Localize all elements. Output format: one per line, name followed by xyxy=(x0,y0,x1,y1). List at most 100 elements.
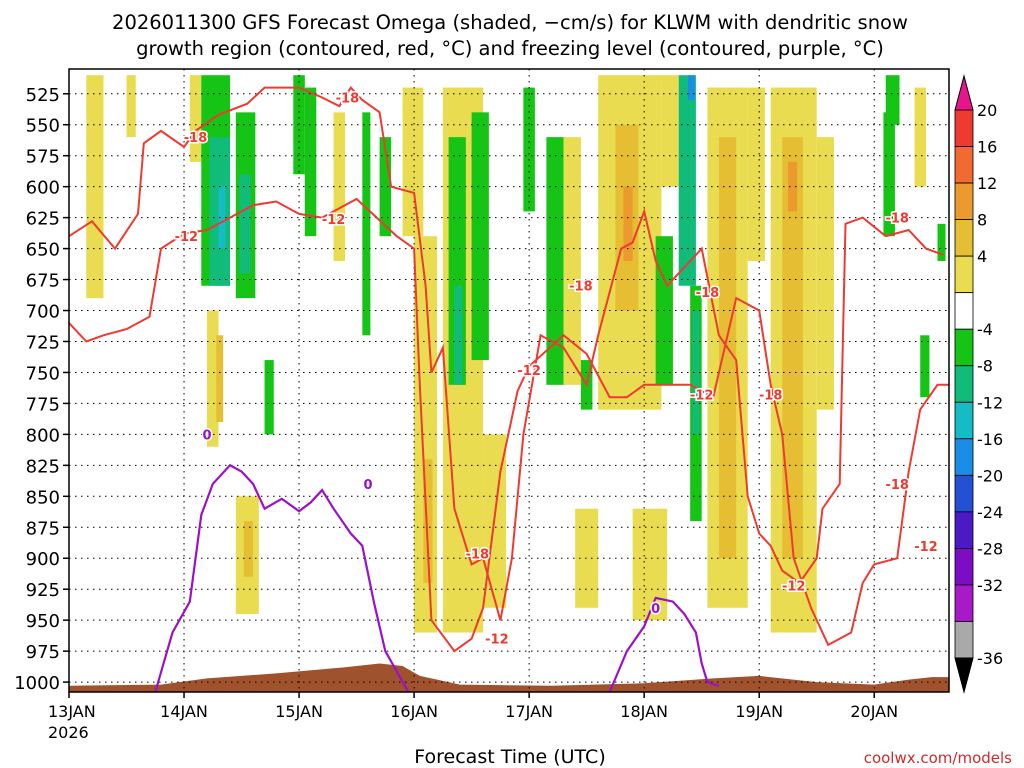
x-axis: 13JAN 14JAN 15JAN 16JAN 17JAN 18JAN 19JAN 20JAN xyxy=(48,692,898,721)
x-tick-label-16JAN: 16JAN xyxy=(390,702,438,721)
dendritic-contour--18 xyxy=(68,85,944,621)
x-tick-label-13JAN: 13JAN xyxy=(48,702,96,721)
omega-shade-17 xyxy=(379,137,392,237)
contour-label-0: -18 xyxy=(336,91,360,106)
colorbar-bin-12 xyxy=(954,548,974,586)
y-tick-label-725: 725 xyxy=(26,332,60,353)
colorbar-label-7: -12 xyxy=(977,393,1003,412)
colorbar-top-triangle xyxy=(954,74,974,111)
terrain-surface xyxy=(69,663,949,692)
contour-label-13: -18 xyxy=(885,478,909,493)
omega-shade-18 xyxy=(402,87,424,237)
contour-label-10: -12 xyxy=(485,633,509,648)
y-tick-label-775: 775 xyxy=(26,394,60,415)
y-tick-label-850: 850 xyxy=(26,487,60,508)
colorbar-label-4: 4 xyxy=(977,247,987,266)
contour-label-8: -18 xyxy=(759,389,783,404)
contour-label-4: -18 xyxy=(569,280,593,295)
plot-area: -18 -18 -12 -12 -18 -18 -12 -12 -18 -18 -12 -12 -18 -… xyxy=(68,68,950,693)
omega-shade-7 xyxy=(239,174,251,274)
contour-label-5: -18 xyxy=(696,286,720,301)
omega-shade-13 xyxy=(293,75,305,175)
omega-shade-14 xyxy=(304,87,317,237)
colorbar-bin-10 xyxy=(954,474,974,513)
omega-shade-1 xyxy=(126,75,136,138)
colorbar-label-10: -24 xyxy=(977,503,1003,522)
omega-shade-9 xyxy=(216,335,224,422)
colorbar-bin-3 xyxy=(954,219,974,257)
colorbar-bin-2 xyxy=(954,182,974,220)
contour-lines xyxy=(68,85,949,693)
contour-label-9: -18 xyxy=(466,547,490,562)
y-tick-label-700: 700 xyxy=(26,302,60,323)
x-tick-label-15JAN: 15JAN xyxy=(275,702,323,721)
y-tick-label-1000: 1000 xyxy=(14,673,60,694)
credit-text: coolwx.com/models xyxy=(864,749,1012,767)
omega-shade-45 xyxy=(782,137,803,559)
x-tick-label-14JAN: 14JAN xyxy=(160,702,208,721)
y-tick-label-925: 925 xyxy=(26,580,60,601)
colorbar-bin-9 xyxy=(954,438,974,476)
colorbar-bin-11 xyxy=(954,511,974,549)
contour-label-2: -12 xyxy=(175,230,199,245)
omega-shade-5 xyxy=(218,186,226,249)
x-tick-label-20JAN: 20JAN xyxy=(850,702,898,721)
dendritic-contour--12 xyxy=(68,197,949,653)
freezing-contour-1 xyxy=(608,596,720,693)
omega-shade-48 xyxy=(883,112,895,237)
colorbar-label-0: 20 xyxy=(977,101,997,120)
colorbar-label-11: -28 xyxy=(977,539,1003,558)
colorbar-label-13: -36 xyxy=(977,649,1003,668)
contour-label-12: -18 xyxy=(885,212,909,227)
colorbar-label-9: -20 xyxy=(977,466,1003,485)
omega-shade-34 xyxy=(632,508,668,621)
colorbar: 20 16 12 8 4 -4 -8 -12 -16 -20 -24 -28 -32 -36 xyxy=(954,74,1003,694)
omega-shade-49 xyxy=(885,75,900,125)
x-axis-title: Forecast Time (UTC) xyxy=(414,746,605,768)
colorbar-label-6: -8 xyxy=(977,357,993,376)
omega-shade-0 xyxy=(86,75,104,299)
omega-shade-47 xyxy=(816,137,834,410)
omega-shade-23 xyxy=(454,285,463,385)
contour-label-16: 0 xyxy=(364,478,373,493)
contour-label-14: -12 xyxy=(914,540,938,555)
colorbar-label-2: 12 xyxy=(977,174,997,193)
omega-shade-38 xyxy=(687,75,695,100)
colorbar-label-8: -16 xyxy=(977,430,1003,449)
colorbar-bin-4 xyxy=(954,255,974,294)
y-tick-label-525: 525 xyxy=(26,85,60,106)
gridlines xyxy=(68,69,949,692)
omega-shade-8 xyxy=(207,310,219,447)
colorbar-label-1: 16 xyxy=(977,138,997,157)
omega-shade-51 xyxy=(920,335,930,398)
omega-shade-46 xyxy=(787,161,798,212)
contour-label-7: -12 xyxy=(690,389,714,404)
colorbar-bin-7 xyxy=(954,365,974,403)
x-tick-label-18JAN: 18JAN xyxy=(620,702,668,721)
omega-shade-28 xyxy=(563,137,581,385)
colorbar-bin-14 xyxy=(954,621,974,659)
omega-shade-35 xyxy=(661,75,679,187)
contour-label-11: -12 xyxy=(782,579,806,594)
terrain-fill xyxy=(69,663,949,692)
colorbar-bin-0 xyxy=(954,109,974,147)
y-tick-label-975: 975 xyxy=(26,642,60,663)
colorbar-label-5: -4 xyxy=(977,320,993,339)
omega-shade-50 xyxy=(937,223,946,261)
omega-shade-20 xyxy=(423,459,433,584)
omega-shade-40 xyxy=(692,310,700,435)
y-axis: 525 550 575 600 625 650 675 700 725 750 775 800 825 8… xyxy=(14,85,69,694)
y-tick-label-575: 575 xyxy=(26,147,60,168)
omega-shade-2 xyxy=(189,75,202,162)
y-tick-label-900: 900 xyxy=(26,549,60,570)
omega-shade-16 xyxy=(362,112,371,336)
y-tick-label-750: 750 xyxy=(26,363,60,384)
contour-label-1: -18 xyxy=(184,131,208,146)
colorbar-bin-1 xyxy=(954,146,974,184)
contour-label-6: -12 xyxy=(517,364,541,379)
y-tick-label-675: 675 xyxy=(26,271,60,292)
y-tick-label-600: 600 xyxy=(26,178,60,199)
contour-label-15: 0 xyxy=(203,428,212,443)
x-tick-label-19JAN: 19JAN xyxy=(735,702,783,721)
